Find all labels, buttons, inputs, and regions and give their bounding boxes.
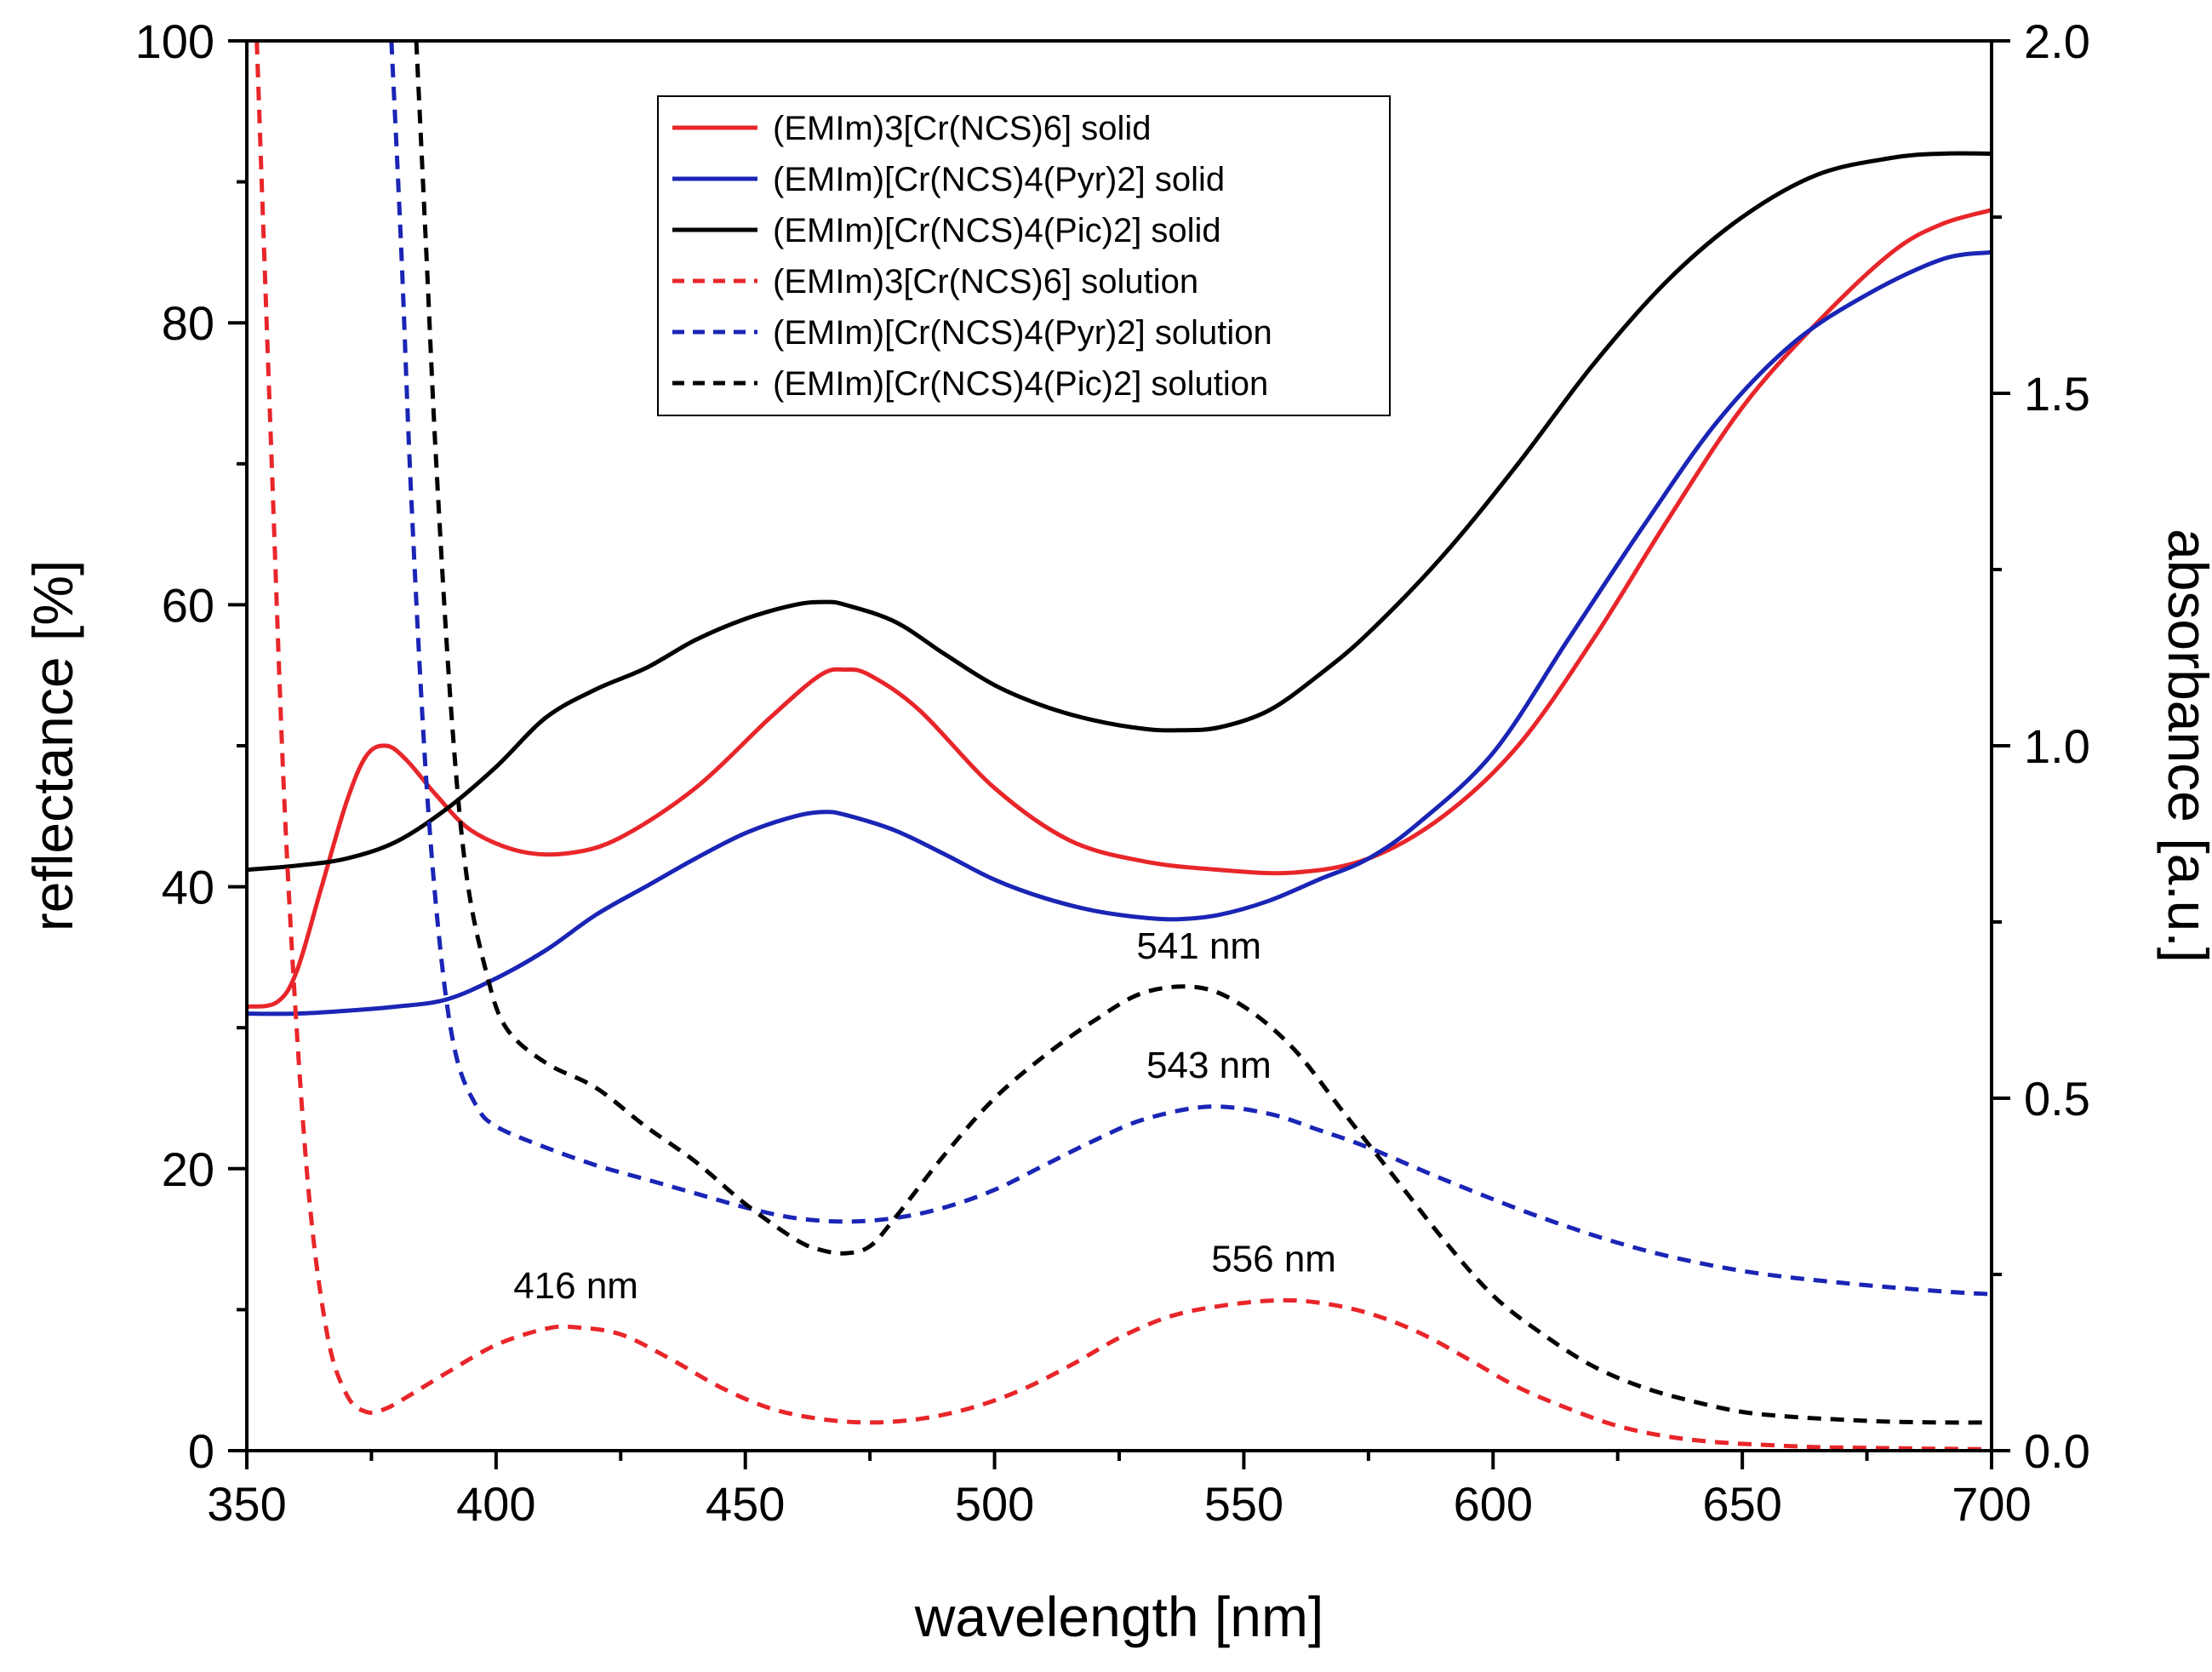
x-tick-label: 700 (1952, 1477, 2031, 1531)
peak-annotation: 541 nm (1136, 925, 1261, 967)
legend-entry-label: (EMIm)[Cr(NCS)4(Pyr)2] solid (773, 161, 1225, 198)
legend-entry-label: (EMIm)[Cr(NCS)4(Pic)2] solid (773, 212, 1221, 249)
series-line-emim-cr-ncs-4-pic-2-solid (247, 151, 1992, 873)
y2-tick-label: 0.0 (2024, 1424, 2090, 1478)
legend-box (657, 95, 1391, 416)
x-tick-label: 400 (456, 1477, 535, 1531)
legend: (EMIm)3[Cr(NCS)6] solid (EMIm)[Cr(NCS)4(P… (657, 95, 1391, 416)
y2-axis-title: absorbance [a.u.] (2157, 529, 2212, 963)
y-tick-label: 0 (188, 1424, 214, 1478)
series-line-emim-3-cr-ncs-6-solid (247, 208, 1992, 1009)
x-tick-label: 550 (1204, 1477, 1283, 1531)
x-tick-label: 450 (706, 1477, 785, 1531)
y-tick-label: 40 (162, 861, 214, 914)
y2-tick-label: 0.5 (2024, 1072, 2090, 1125)
y-tick-label: 100 (135, 14, 214, 68)
peak-annotation: 543 nm (1146, 1045, 1272, 1086)
x-tick-label: 600 (1454, 1477, 1533, 1531)
annotation-layer: 416 nm 556 nm 541 nm 543 nm (513, 925, 1336, 1307)
y-tick-label: 80 (162, 296, 214, 350)
y-tick-label: 60 (162, 578, 214, 632)
x-axis-title: wavelength [nm] (914, 1585, 1324, 1648)
peak-annotation: 416 nm (513, 1265, 638, 1307)
series-line-emim-cr-ncs-4-pic-2-solution (414, 41, 1992, 1425)
y-tick-label: 20 (162, 1142, 214, 1196)
y2-tick-label: 2.0 (2024, 14, 2090, 68)
ticks-layer: 350 400 450 500 550 600 650 700 0 20 40 60 80 100 0.0 0… (135, 14, 2090, 1531)
legend-entry-label: (EMIm)3[Cr(NCS)6] solid (773, 110, 1151, 147)
y2-tick-label: 1.0 (2024, 719, 2090, 773)
series-layer (247, 41, 1992, 1451)
x-tick-label: 500 (955, 1477, 1034, 1531)
y2-tick-label: 1.5 (2024, 367, 2090, 421)
legend-entry-label: (EMIm)[Cr(NCS)4(Pyr)2] solution (773, 314, 1272, 352)
x-tick-label: 350 (207, 1477, 286, 1531)
y-axis-title: reflectance [%] (21, 560, 84, 932)
series-line-emim-cr-ncs-4-pyr-2-solution (389, 41, 1992, 1297)
legend-entry-label: (EMIm)[Cr(NCS)4(Pic)2] solution (773, 365, 1268, 403)
x-tick-label: 650 (1702, 1477, 1781, 1531)
series-line-emim-cr-ncs-4-pyr-2-solid (247, 249, 1992, 1016)
peak-annotation: 556 nm (1211, 1239, 1336, 1280)
legend-entry-label: (EMIm)3[Cr(NCS)6] solution (773, 263, 1198, 301)
